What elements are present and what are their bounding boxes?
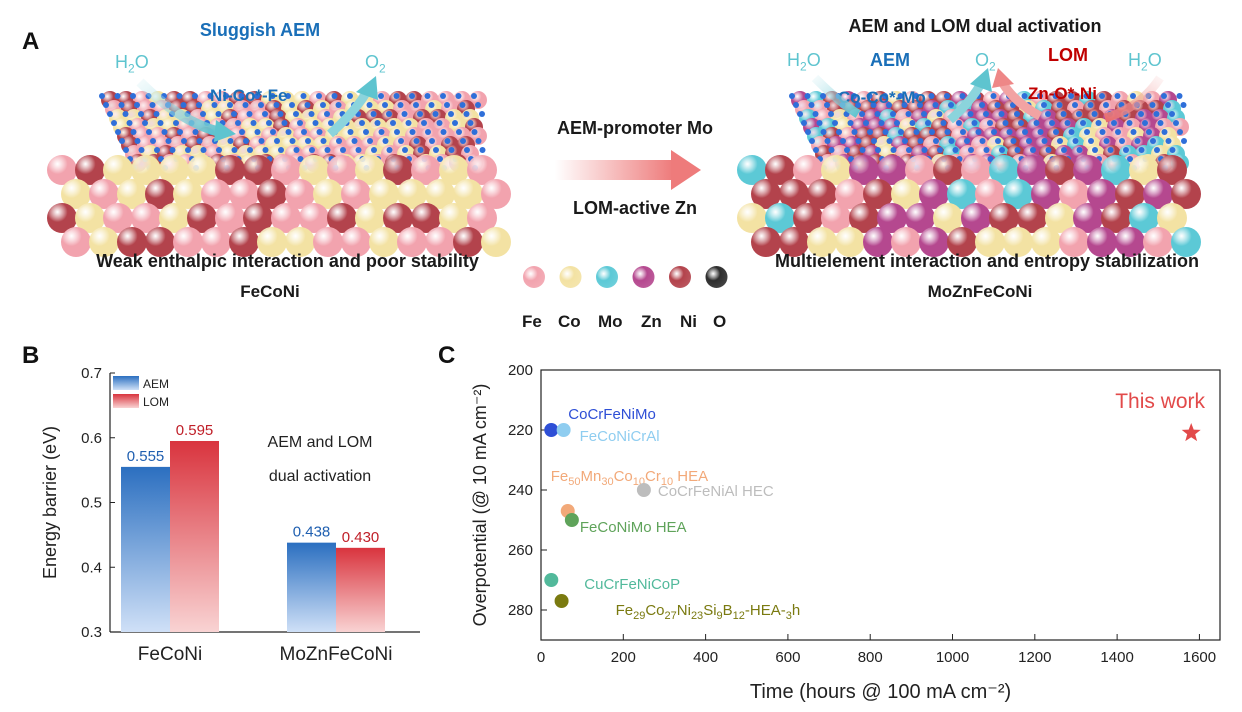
legend-ni-label: Ni [680,312,697,331]
left-caption: Weak enthalpic interaction and poor stab… [96,251,479,271]
x-tick-label: 800 [858,649,883,666]
bar-value-label: 0.555 [127,448,165,465]
x-tick-label: 400 [693,649,718,666]
y-tick-label: 0.4 [81,559,102,576]
feconi-slab-illustration [47,91,511,257]
point-label: FeCoNiMo HEA [580,519,687,536]
legend-sphere-fe [523,266,545,288]
h2o-label-left: H2O [115,52,149,76]
x-tick-label: 1000 [936,649,969,666]
panel-label-a: A [22,28,40,55]
y-tick-label: 200 [508,362,533,379]
overpotential-scatter-chart: 0 200 400 600 800 1000 1200 1400 1600 200 220 240 26… [470,362,1221,703]
feconi-material-label: FeCoNi [240,282,300,301]
legend-label-lom: LOM [143,395,169,409]
lom-label: LOM [1048,45,1088,65]
dual-activation-annotation: AEM and LOM [268,434,373,451]
bar-aem-feconi [121,466,170,632]
y-tick-label: 0.7 [81,365,102,382]
y-axis-title: Overpotential (@ 10 mA cm⁻²) [470,384,490,627]
reaction-arrows-left [136,76,378,142]
plot-frame [540,369,1221,641]
y-tick-label: 0.6 [81,430,102,447]
point-label: CoCrFeNiMo [568,406,656,423]
h2o-label-right-2: H2O [1128,50,1162,74]
bar-value-label: 0.430 [342,529,380,546]
legend-sphere-zn [632,266,655,288]
sluggish-aem-title: Sluggish AEM [199,20,321,40]
x-tick-label: 1600 [1183,649,1216,666]
point-label: FeCoNiCrAl [580,428,660,445]
x-category-label: FeCoNi [138,644,202,665]
legend-mo-label: Mo [598,312,623,331]
y-axis-title: Energy barrier (eV) [40,426,60,579]
legend-swatch-lom [113,394,139,408]
y-tick-label: 220 [508,422,533,439]
h2o-label-right-1: H2O [787,50,821,74]
x-tick-label: 200 [611,649,636,666]
point-label: This work [1115,390,1205,413]
moznfeconi-slab-illustration [737,91,1201,257]
dual-activation-annotation: dual activation [269,468,371,485]
x-tick-label: 0 [537,649,545,666]
legend-sphere-o [705,266,728,288]
point-label: CoCrFeNiAl HEC [658,483,774,500]
legend-o-label: O [713,312,727,331]
point-marker [544,423,559,437]
bar-lom-feconi [170,440,219,632]
legend-sphere-ni [669,266,691,288]
point-label: CuCrFeNiCoP [584,576,680,593]
reaction-arrows-right [811,68,1164,124]
lom-active-zn-label: LOM-active Zn [572,198,697,218]
point-marker [636,483,651,497]
legend-swatch-aem [113,376,139,390]
y-tick-label: 0.3 [81,624,102,641]
slab-front-layers [737,155,1201,257]
legend-sphere-mo [596,266,618,288]
transformation-arrow [555,150,701,190]
point-label: Fe50Mn30Co10Cr10 HEA [551,468,708,488]
x-tick-label: 1200 [1018,649,1051,666]
legend-co-label: Co [558,312,581,331]
point-marker [556,423,571,437]
aem-label: AEM [870,50,910,70]
point-marker [544,573,559,587]
right-caption: Multielement interaction and entropy sta… [774,251,1200,271]
x-tick-label: 1400 [1100,649,1133,666]
y-tick-label: 260 [508,542,533,559]
x-axis-title: Time (hours @ 100 mA cm⁻²) [750,681,1011,703]
slab-front-layers [47,155,511,257]
zn-o-ni-site-label: Zn-O*-Ni [1028,84,1097,103]
panel-label-b: B [22,342,40,369]
point-marker [564,513,579,527]
moznfeconi-material-label: MoZnFeCoNi [927,282,1033,301]
y-tick-label: 240 [508,482,533,499]
aem-promoter-mo-label: AEM-promoter Mo [557,118,713,138]
bar-value-label: 0.438 [293,524,331,541]
point-this-work-star [1181,423,1201,442]
ni-co-fe-site-label: Ni-Co*-Fe [210,86,288,105]
bar-value-label: 0.595 [176,422,214,439]
bar-lom-moznfeconi [336,547,385,632]
x-category-label: MoZnFeCoNi [280,644,393,665]
o2-label-right: O2 [975,50,996,74]
x-tick-label: 600 [775,649,800,666]
legend-zn-label: Zn [641,312,662,331]
point-marker [554,594,569,608]
legend-sphere-co [559,266,582,288]
point-label: Fe29Co27Ni23Si9B12-HEA-3h [616,602,801,622]
bar-aem-moznfeconi [287,542,336,632]
co-co-mo-site-label: Co-Co*-Mo [838,88,926,107]
panel-label-c: C [438,342,456,369]
y-tick-label: 280 [508,602,533,619]
o2-label-left: O2 [365,52,386,76]
y-tick-label: 0.5 [81,495,102,512]
legend-label-aem: AEM [143,377,169,391]
energy-barrier-bar-chart: 0.3 0.4 0.5 0.6 0.7 Energy barrier (eV) 0.555 0… [40,365,420,665]
dual-activation-title: AEM and LOM dual activation [848,16,1102,36]
legend-fe-label: Fe [522,312,542,331]
element-color-legend [523,266,728,288]
